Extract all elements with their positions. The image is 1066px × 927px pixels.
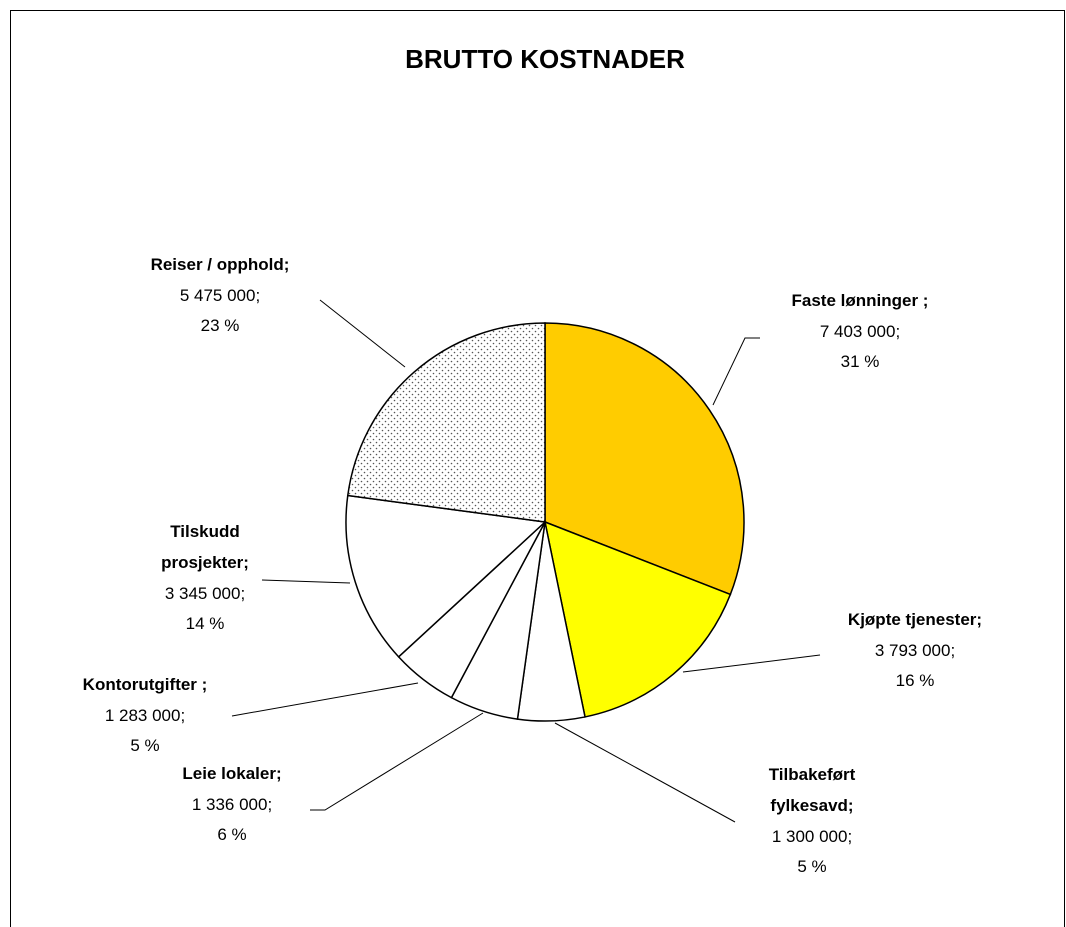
slice-percent: 23 % bbox=[201, 316, 240, 335]
leader-line bbox=[310, 712, 484, 811]
slice-value: 7 403 000; bbox=[820, 322, 900, 341]
slice-label: Reiser / opphold; bbox=[151, 255, 290, 274]
slice-value: 3 793 000; bbox=[875, 641, 955, 660]
slice-label: Tilskudd prosjekter; bbox=[161, 522, 249, 572]
slice-percent: 31 % bbox=[841, 352, 880, 371]
leader-line bbox=[261, 579, 351, 584]
slice-label: Kontorutgifter ; bbox=[83, 675, 208, 694]
slice-value: 1 300 000; bbox=[772, 827, 852, 846]
chart-title: BRUTTO KOSTNADER bbox=[405, 44, 685, 74]
slice-value: 5 475 000; bbox=[180, 286, 260, 305]
slice-percent: 5 % bbox=[130, 736, 159, 755]
leader-line bbox=[554, 722, 736, 823]
slice-percent: 5 % bbox=[797, 857, 826, 876]
leader-line bbox=[231, 682, 419, 717]
slice-label: Kjøpte tjenester; bbox=[848, 610, 982, 629]
slice-value: 3 345 000; bbox=[165, 584, 245, 603]
leader-line bbox=[682, 654, 821, 673]
slice-label: Faste lønninger ; bbox=[792, 291, 929, 310]
chart-frame bbox=[10, 10, 1065, 927]
leader-line bbox=[319, 299, 406, 368]
pie-slice bbox=[345, 494, 547, 658]
pie-slice bbox=[543, 520, 732, 718]
slice-value: 1 283 000; bbox=[105, 706, 185, 725]
leader-line bbox=[712, 337, 760, 406]
slice-label: Leie lokaler; bbox=[182, 764, 281, 783]
pie-slice bbox=[346, 322, 546, 523]
slice-percent: 14 % bbox=[186, 614, 225, 633]
pie-slice bbox=[544, 322, 745, 596]
slice-percent: 6 % bbox=[217, 825, 246, 844]
slice-value: 1 336 000; bbox=[192, 795, 272, 814]
slice-label: Tilbakeført fylkesavd; bbox=[769, 765, 856, 815]
slice-percent: 16 % bbox=[896, 671, 935, 690]
